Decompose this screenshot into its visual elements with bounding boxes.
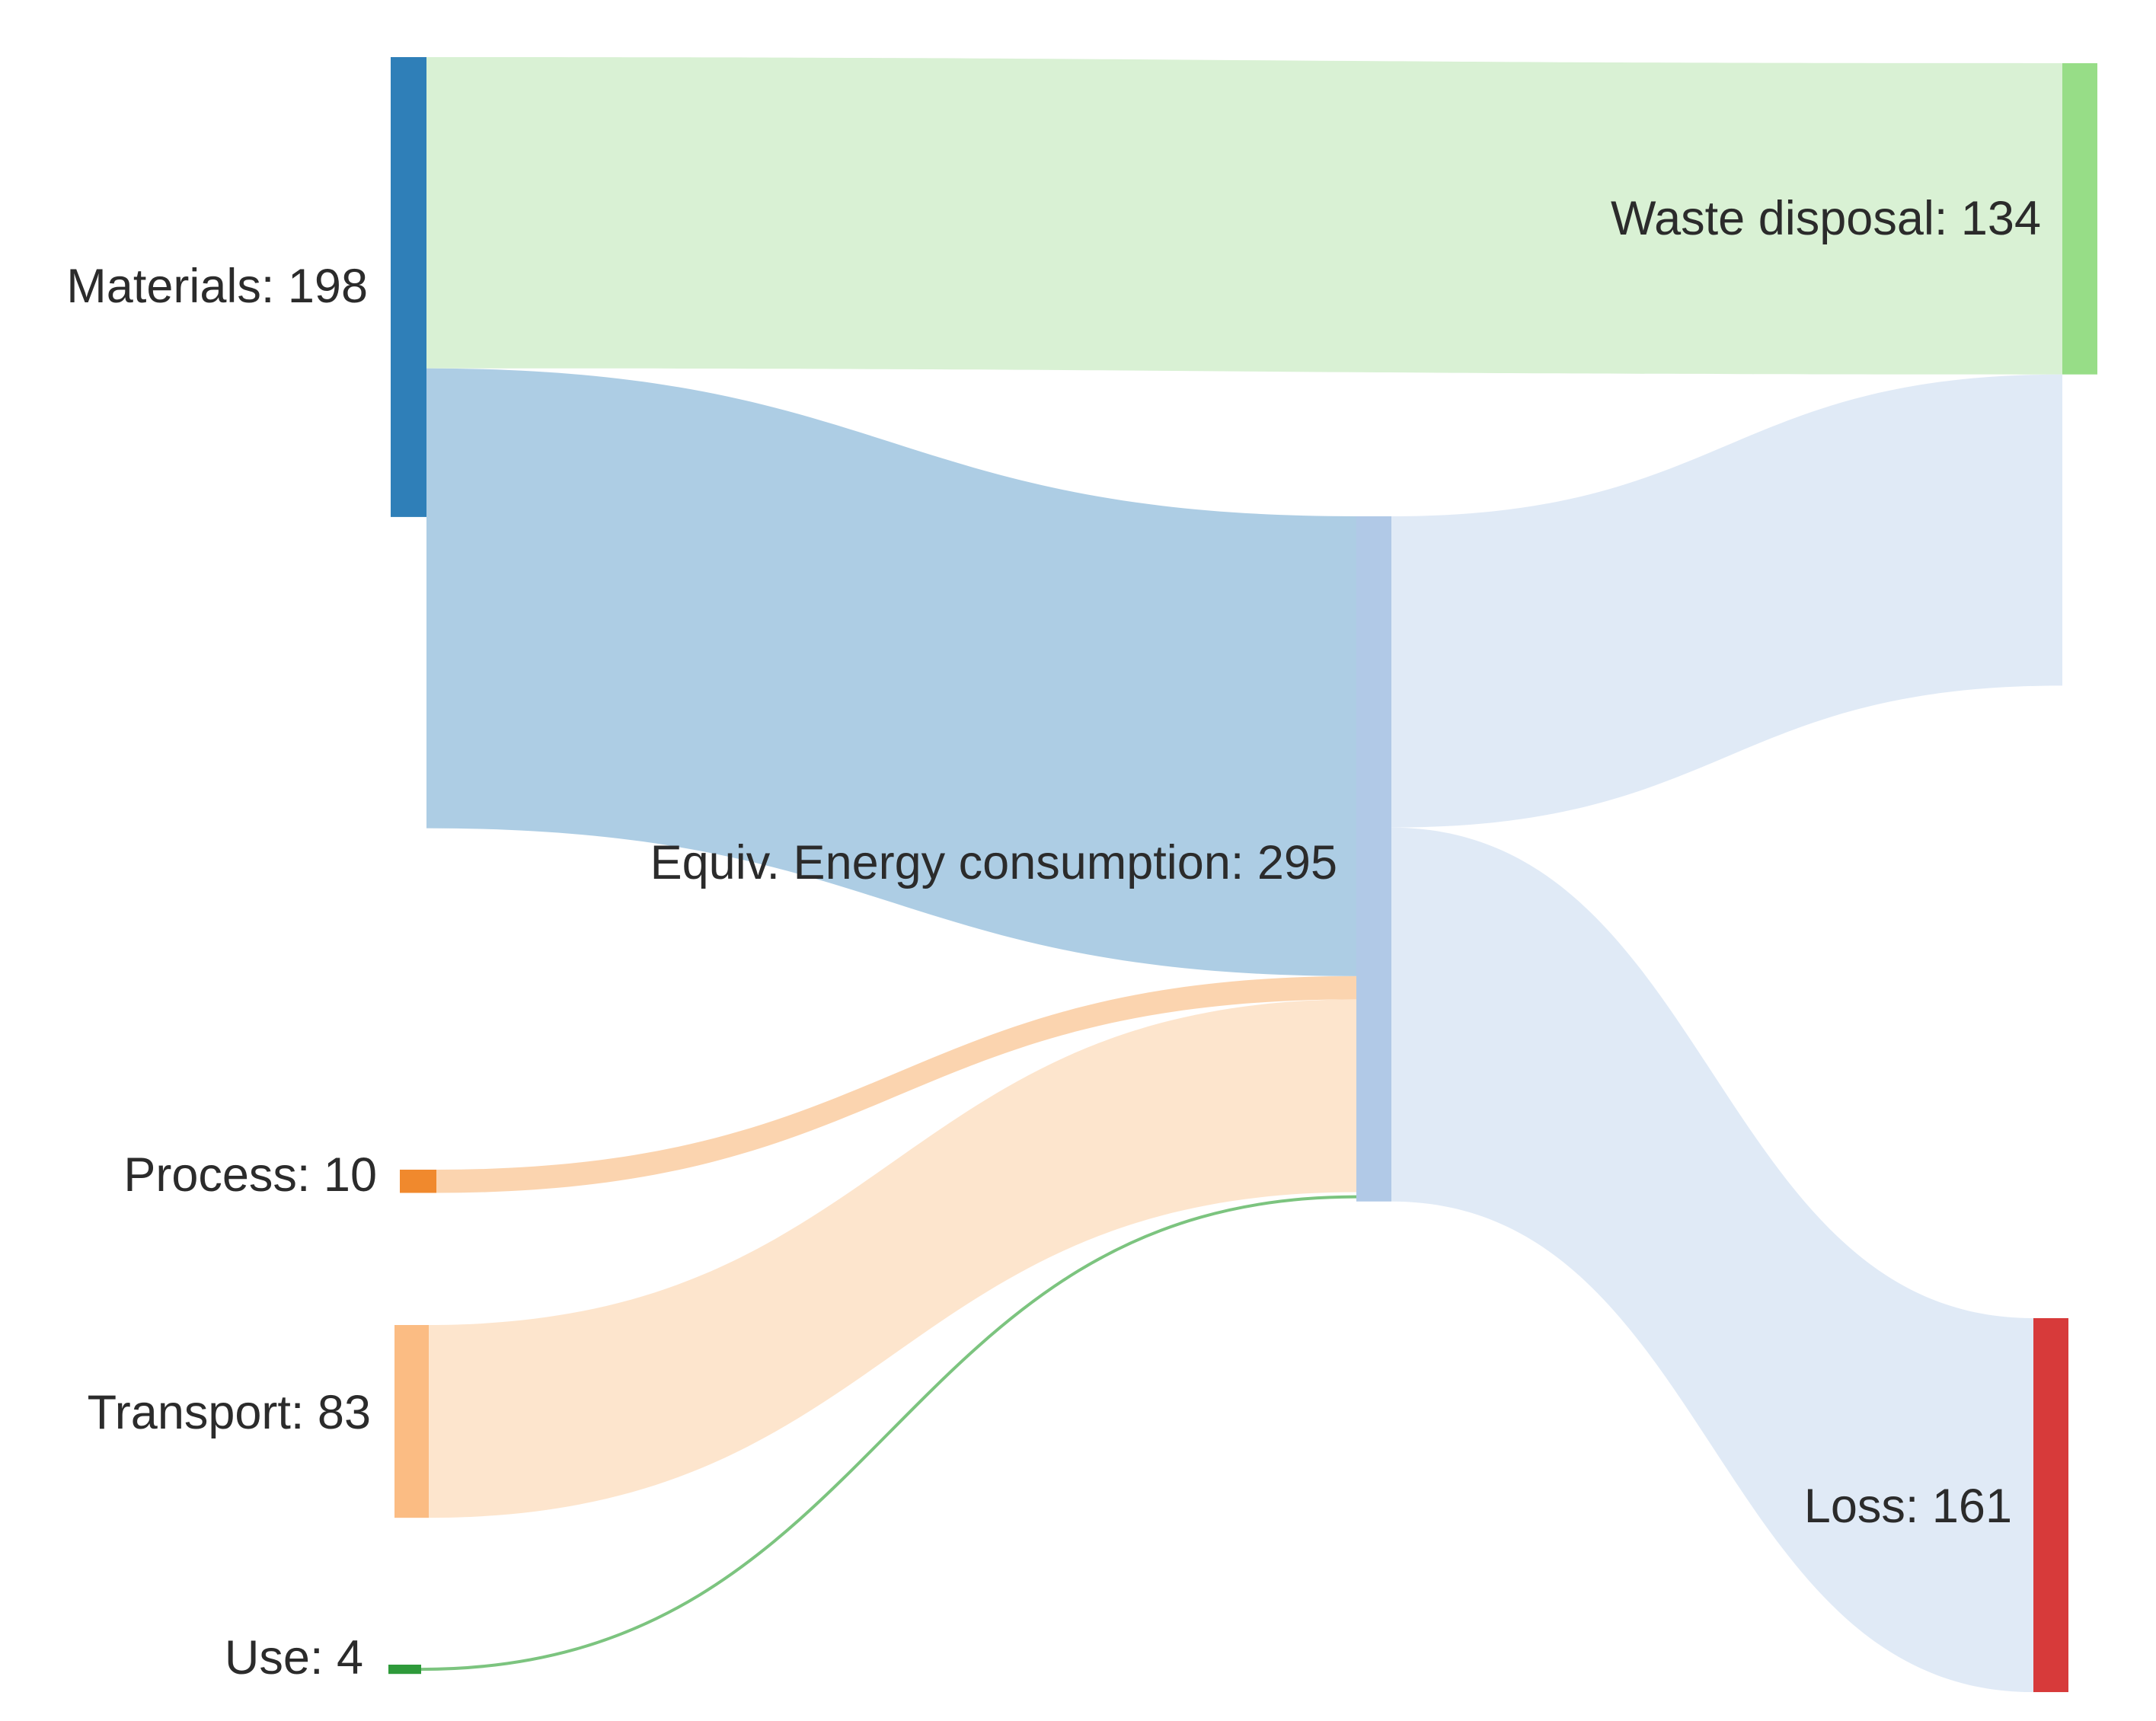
sankey-labels: Materials: 198 Process: 10 Transport: 83… [66, 192, 2041, 1684]
node-label-process: Process: 10 [123, 1148, 377, 1202]
link-energy-to-loss [1391, 827, 2033, 1693]
node-label-waste: Waste disposal: 134 [1611, 192, 2041, 245]
link-materials-to-energy [426, 368, 1356, 976]
sankey-links [420, 57, 2062, 1693]
node-transport [394, 1325, 429, 1518]
link-transport-to-energy [429, 999, 1356, 1518]
link-materials-to-waste [426, 57, 2062, 375]
link-energy-to-waste [1391, 374, 2062, 828]
node-waste [2062, 63, 2097, 375]
node-use [388, 1665, 421, 1675]
link-process-to-energy [436, 975, 1356, 1193]
link-use-to-energy [420, 1195, 1357, 1672]
node-label-use: Use: 4 [225, 1631, 363, 1684]
node-loss [2033, 1318, 2068, 1693]
node-process [400, 1170, 436, 1193]
node-label-transport: Transport: 83 [88, 1386, 371, 1439]
sankey-nodes [388, 57, 2097, 1693]
node-label-energy: Equiv. Energy consumption: 295 [650, 836, 1337, 889]
node-materials [391, 57, 426, 517]
node-label-materials: Materials: 198 [66, 260, 368, 313]
node-energy [1356, 516, 1391, 1202]
node-label-loss: Loss: 161 [1804, 1480, 2012, 1533]
